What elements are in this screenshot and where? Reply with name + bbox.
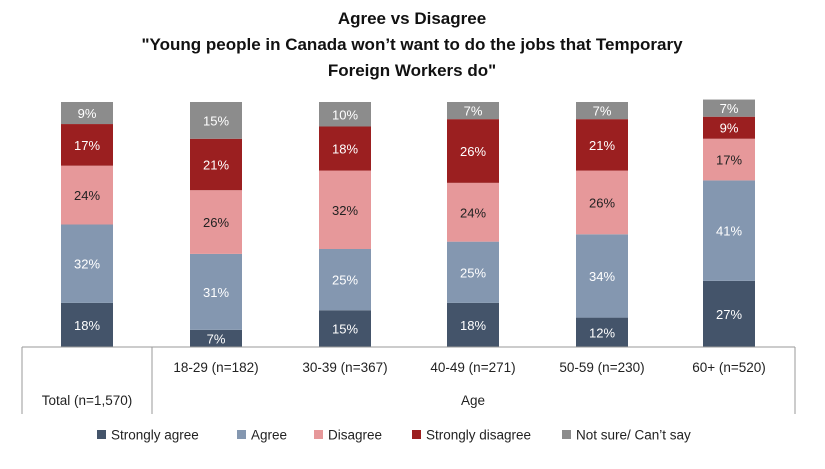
bar-value-label: 17% [74,138,100,153]
bar-value-label: 15% [332,322,358,337]
bar-segment [190,253,242,330]
x-tick-label: 60+ (n=520) [692,360,766,375]
x-tick-label: 18-29 (n=182) [173,360,258,375]
legend-swatch [412,430,421,439]
bar-segment [190,329,242,347]
bar-segment [576,317,628,347]
bar-segment [703,180,755,281]
chart-title-line-2: "Young people in Canada won’t want to do… [141,35,683,54]
legend-item: Disagree [314,428,382,443]
legend-label: Strongly agree [111,428,199,443]
bar-segment [61,102,113,125]
bar-segment [576,170,628,235]
legend-swatch [97,430,106,439]
bar-segment [703,116,755,139]
bar-value-label: 32% [332,203,358,218]
bar-stack: 12% 34% 26% 21% 7% [576,102,628,347]
bar-segment [576,102,628,120]
legend-item: Agree [237,428,287,443]
legend-swatch [562,430,571,439]
bar-value-label: 17% [716,153,742,168]
bar-segment [319,102,371,127]
bar-stack: 18% 25% 24% 26% 7% [447,102,499,347]
legend-item: Strongly disagree [412,428,531,443]
bar-value-label: 41% [716,224,742,239]
bar-stack: 15% 25% 32% 18% 10% [319,102,371,347]
chart-title: Agree vs Disagree "Young people in Canada… [141,9,683,80]
bar-value-label: 32% [74,257,100,272]
bar-stack: 27% 41% 17% 9% 7% [703,99,755,347]
bar-segment [447,302,499,347]
legend-label: Not sure/ Can’t say [576,428,691,443]
bar-value-label: 9% [78,106,97,121]
legend-swatch [237,430,246,439]
bar-value-label: 7% [207,331,226,346]
bar-segment [61,302,113,347]
legend-item: Not sure/ Can’t say [562,428,691,443]
bar-segment [576,234,628,318]
bar-segment [319,310,371,347]
category-axis: Total (n=1,570) 18-29 (n=182) 30-39 (n=367… [21,346,796,414]
bar-value-label: 18% [460,318,486,333]
bar-segment [61,224,113,303]
bar-stack: 18% 32% 24% 17% 9% [61,102,113,347]
bar-value-label: 26% [203,215,229,230]
bar-segment [61,124,113,166]
bar-value-label: 12% [589,325,615,340]
bar-segment [447,119,499,183]
bar-value-label: 10% [332,107,358,122]
bar-segment [319,126,371,171]
chart-title-line-3: Foreign Workers do" [328,61,496,80]
bar-value-label: 25% [332,273,358,288]
x-tick-label: Total (n=1,570) [42,393,132,408]
x-tick-label: 30-39 (n=367) [302,360,387,375]
bar-segment [576,119,628,171]
bar-segment [319,170,371,249]
bar-value-label: 7% [720,101,739,116]
bar-value-label: 15% [203,113,229,128]
bar-segment [190,190,242,254]
bars: 18%32%24%17%9%7%31%26%21%15%15%25%32%18%… [61,99,755,347]
bar-value-label: 18% [74,318,100,333]
legend-label: Strongly disagree [426,428,531,443]
bar-value-label: 9% [720,121,739,136]
bar-segment [319,249,371,311]
bar-segment [703,138,755,181]
x-tick-label: 40-49 (n=271) [430,360,515,375]
bar-value-label: 18% [332,142,358,157]
bar-segment [703,99,755,117]
legend-item: Strongly agree [97,428,199,443]
chart-title-line-1: Agree vs Disagree [338,9,486,28]
legend-label: Disagree [328,428,382,443]
legend: Strongly agree Agree Disagree Strongly disa… [97,428,691,443]
bar-value-label: 27% [716,307,742,322]
bar-segment [190,138,242,191]
bar-segment [61,165,113,225]
bar-segment [447,102,499,120]
x-tick-label: 50-59 (n=230) [559,360,644,375]
bar-stack: 7% 31% 26% 21% 15% [190,102,242,347]
legend-label: Agree [251,428,287,443]
bar-value-label: 26% [460,144,486,159]
legend-swatch [314,430,323,439]
bar-value-label: 25% [460,265,486,280]
bar-segment [447,182,499,242]
bar-value-label: 7% [593,104,612,119]
bar-value-label: 34% [589,269,615,284]
bar-segment [447,241,499,303]
bar-value-label: 24% [460,205,486,220]
bar-value-label: 24% [74,188,100,203]
bar-segment [190,102,242,139]
bar-value-label: 26% [589,195,615,210]
bar-segment [703,280,755,347]
category-group-label: Age [461,393,485,408]
bar-value-label: 21% [589,138,615,153]
bar-value-label: 7% [464,104,483,119]
bar-value-label: 21% [203,157,229,172]
bar-value-label: 31% [203,285,229,300]
